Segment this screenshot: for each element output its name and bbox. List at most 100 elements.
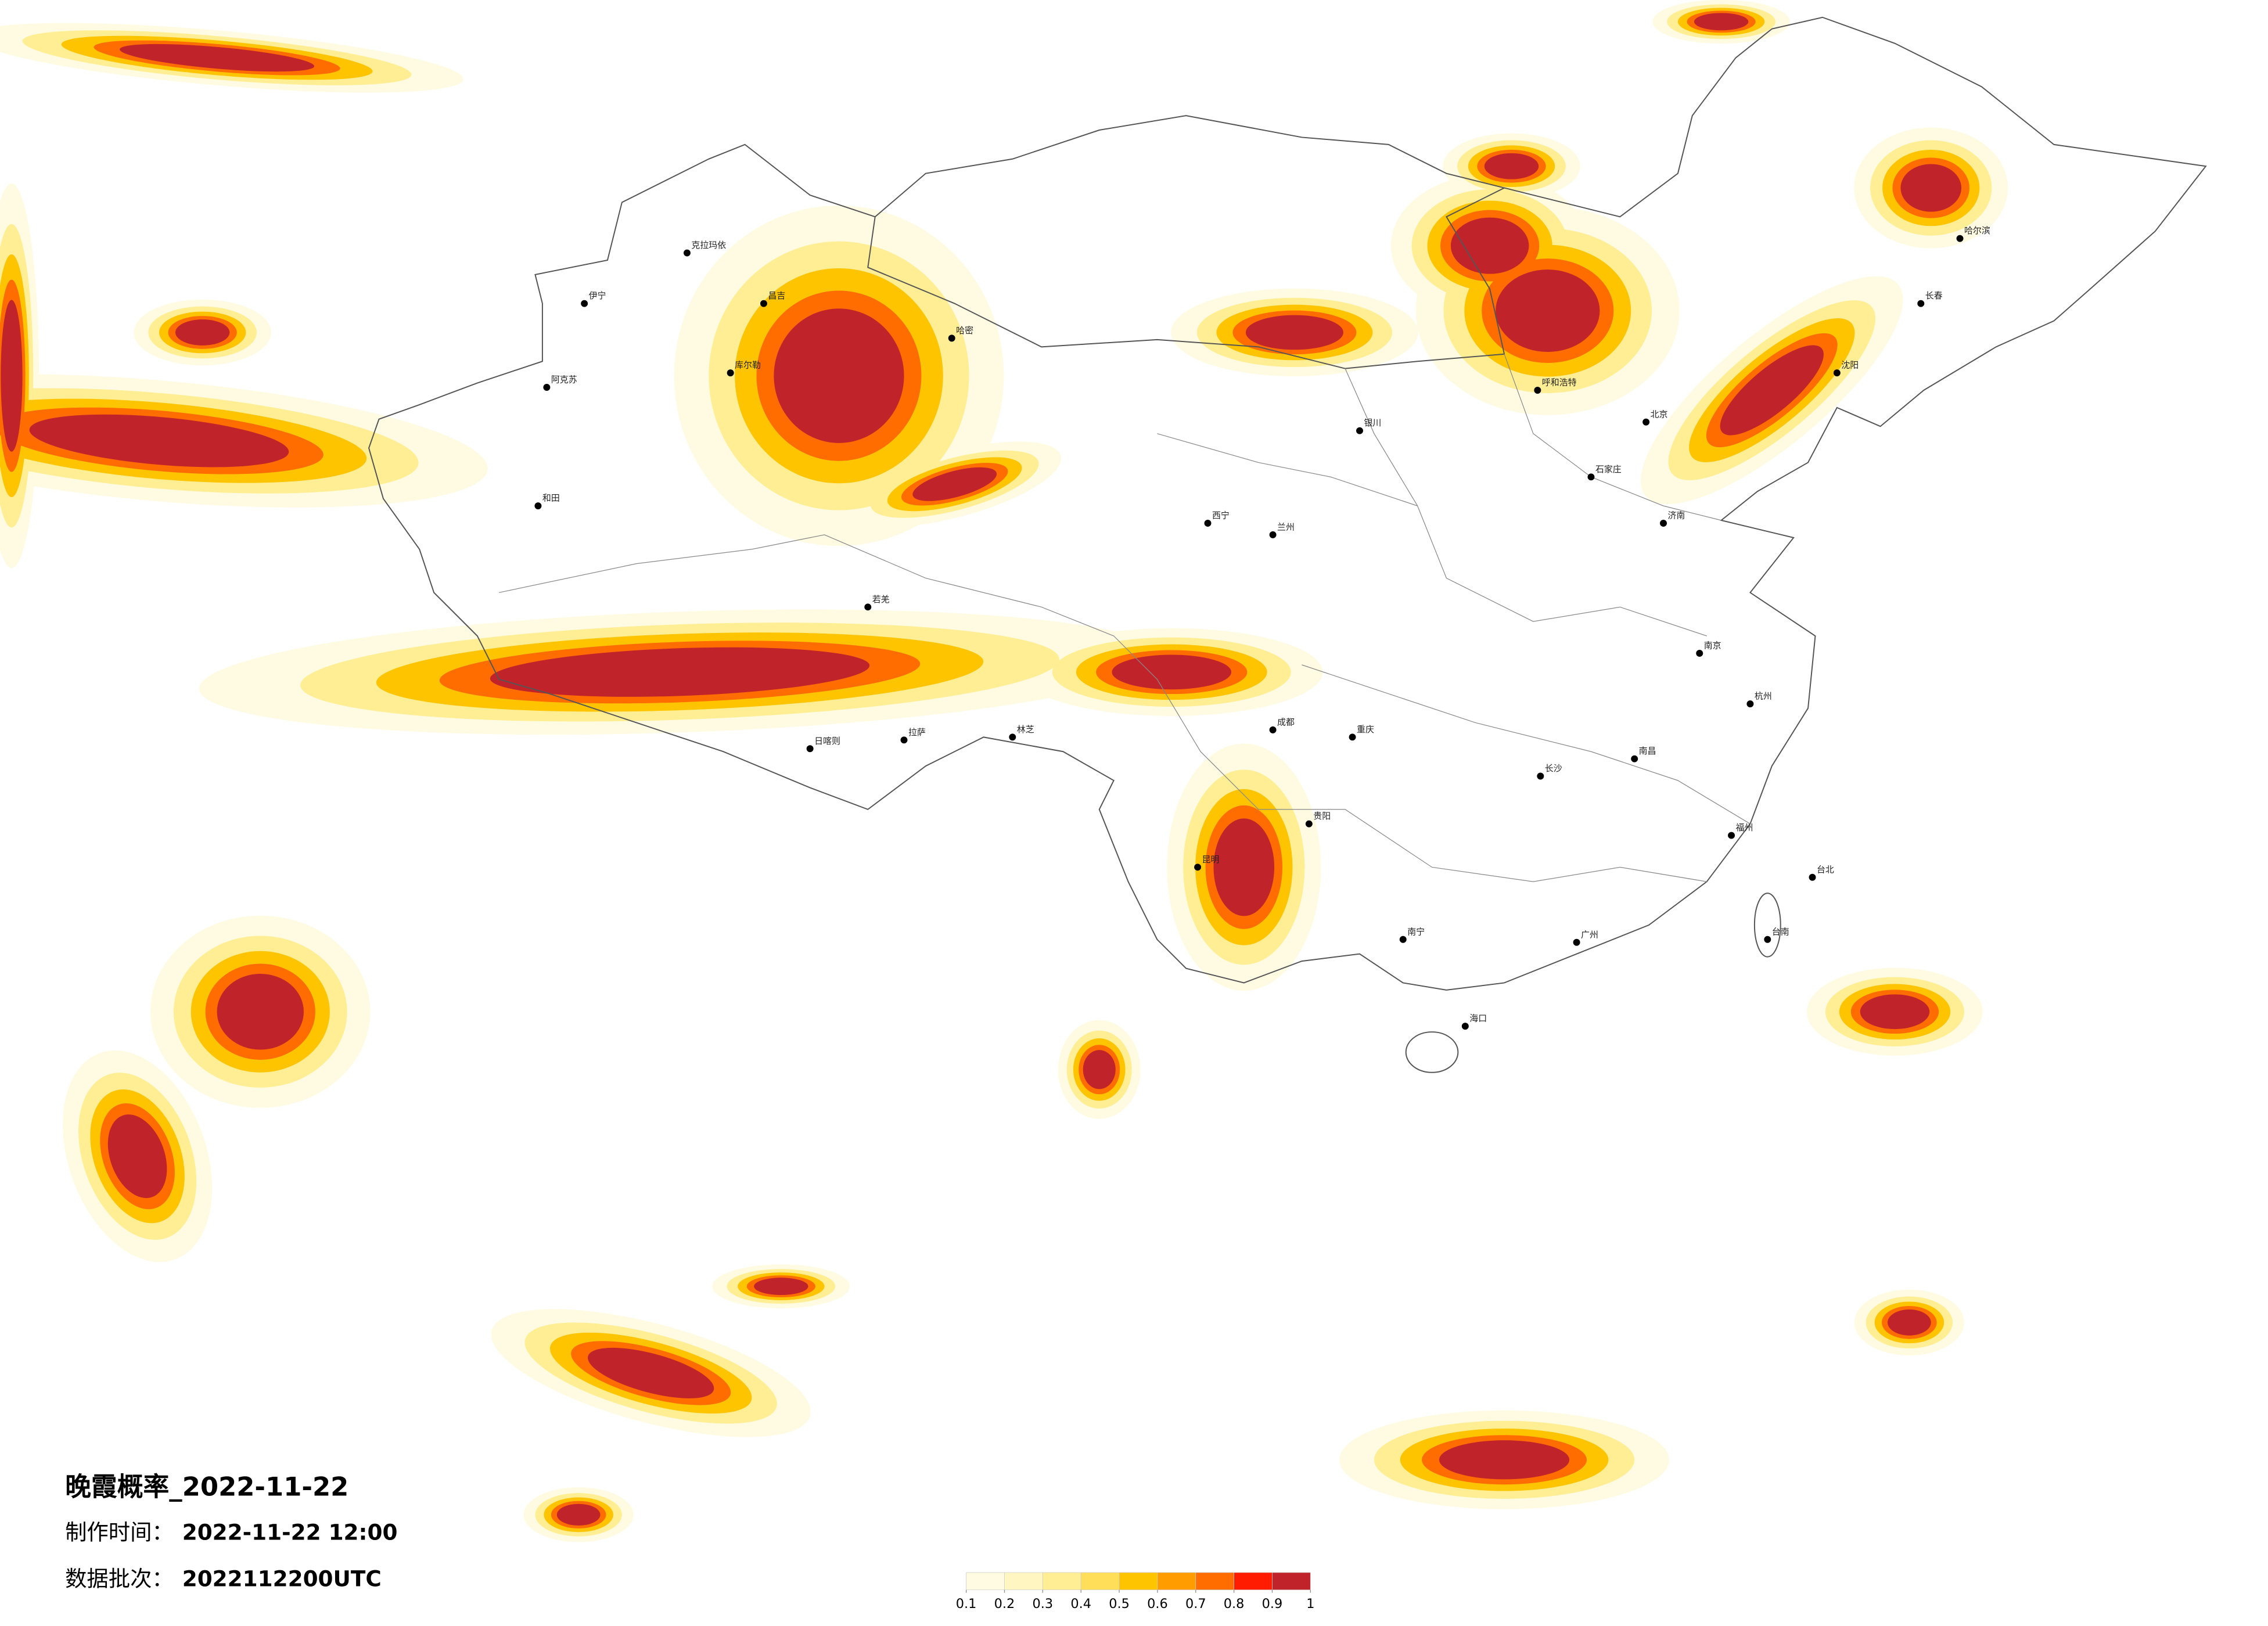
city-dot [864,603,872,611]
city-label: 成都 [1277,717,1295,727]
city-dot [1587,473,1595,481]
city-dot [1809,873,1816,881]
hainan-border [1405,1031,1459,1073]
province-border [499,354,1751,882]
probability-area [107,1114,167,1199]
city-dot [1009,733,1016,741]
legend-swatch [1119,1572,1158,1591]
city-dot [683,249,691,257]
legend: 0.1 0.2 0.3 0.4 0.5 0.6 0.7 0.8 0.9 1 [956,1572,1314,1611]
city-label: 南昌 [1639,746,1656,756]
city-dot [727,369,734,377]
city-dot [543,384,551,391]
city-label: 林芝 [1017,724,1034,735]
city-label: 海口 [1469,1013,1487,1024]
city-dot [1349,733,1356,741]
probability-area [912,467,997,501]
city-dot [1194,864,1202,871]
city-label: 昌吉 [768,290,785,301]
city-label: 长春 [1925,290,1943,301]
legend-tick-label: 0.1 [956,1596,977,1611]
batch-value: 2022112200UTC [182,1566,382,1591]
legend-tick-label: 0.9 [1262,1596,1283,1611]
city-dot [1399,936,1407,943]
batch: 数据批次： 2022112200UTC [65,1566,382,1591]
made-label: 制作时间： [65,1519,174,1545]
probability-area [1450,217,1529,274]
city-label: 重庆 [1357,724,1374,735]
probability-area [217,973,304,1050]
city-dot [1642,418,1650,426]
probability-area [1900,164,1962,212]
made-time: 制作时间： 2022-11-22 12:00 [65,1519,397,1545]
city-dot [1537,772,1544,780]
city-label: 兰州 [1277,521,1295,532]
city-dot [1833,369,1841,377]
probability-area [1213,818,1275,916]
city-dot [1956,235,1964,242]
city-label: 台南 [1772,926,1789,937]
city-dot [1917,300,1925,307]
city-label: 伊宁 [589,290,606,301]
city-label: 济南 [1667,510,1685,521]
city-label: 银川 [1364,418,1381,428]
legend-tick-label: 0.3 [1033,1596,1054,1611]
probability-area [490,647,870,697]
city-label: 福州 [1736,822,1753,833]
city-dot [1746,700,1754,708]
city-label: 广州 [1581,929,1598,940]
probability-area [29,414,289,467]
city-dot [1660,520,1667,527]
city-dot [1631,755,1638,762]
city-label: 南宁 [1407,926,1425,937]
city-dot [806,745,814,753]
legend-swatch [1195,1572,1234,1591]
probability-area [1496,269,1600,352]
probability-area [754,1278,808,1296]
city-dot [1269,726,1277,733]
probability-area [175,319,230,346]
city-label: 哈密 [956,325,973,336]
city-label: 拉萨 [908,727,926,738]
legend-tick-label: 0.8 [1224,1596,1245,1611]
probability-area [1083,1050,1116,1089]
city-dot [1204,520,1212,527]
taiwan-border [1753,893,1781,958]
city-dot [1728,832,1735,839]
city-label: 长沙 [1545,763,1562,774]
legend-tick-label: 0.2 [994,1596,1015,1611]
legend-swatch [1157,1572,1196,1591]
city-dot [581,300,588,307]
city-label: 阿克苏 [551,375,577,385]
city-dot [1573,938,1580,946]
probability-area [1720,345,1824,436]
probability-area [120,44,315,72]
map-title: 晚霞概率_2022-11-22 [65,1472,348,1502]
probability-area [588,1347,714,1398]
city-dot [760,300,767,307]
city-dot [1764,936,1771,943]
city-label: 西宁 [1212,510,1230,521]
legend-swatch [966,1572,1005,1591]
probability-area [1112,654,1231,690]
city-dot [900,736,908,744]
city-label: 昆明 [1202,854,1220,865]
made-value: 2022-11-22 12:00 [182,1519,398,1545]
probability-area [1,300,23,452]
city-label: 贵阳 [1313,811,1331,821]
city-label: 哈尔滨 [1964,225,1990,236]
probability-area [774,308,904,443]
probability-area [1860,994,1930,1030]
legend-swatch [1272,1572,1311,1591]
legend-swatch [1234,1572,1273,1591]
city-label: 若羌 [872,594,890,605]
city-label: 克拉玛依 [691,240,726,250]
probability-area [556,1503,601,1526]
city-label: 石家庄 [1595,464,1622,474]
city-dot [1696,650,1703,657]
city-label: 日喀则 [814,736,840,746]
city-label: 台北 [1817,864,1834,875]
mongolia-border [875,115,1505,218]
